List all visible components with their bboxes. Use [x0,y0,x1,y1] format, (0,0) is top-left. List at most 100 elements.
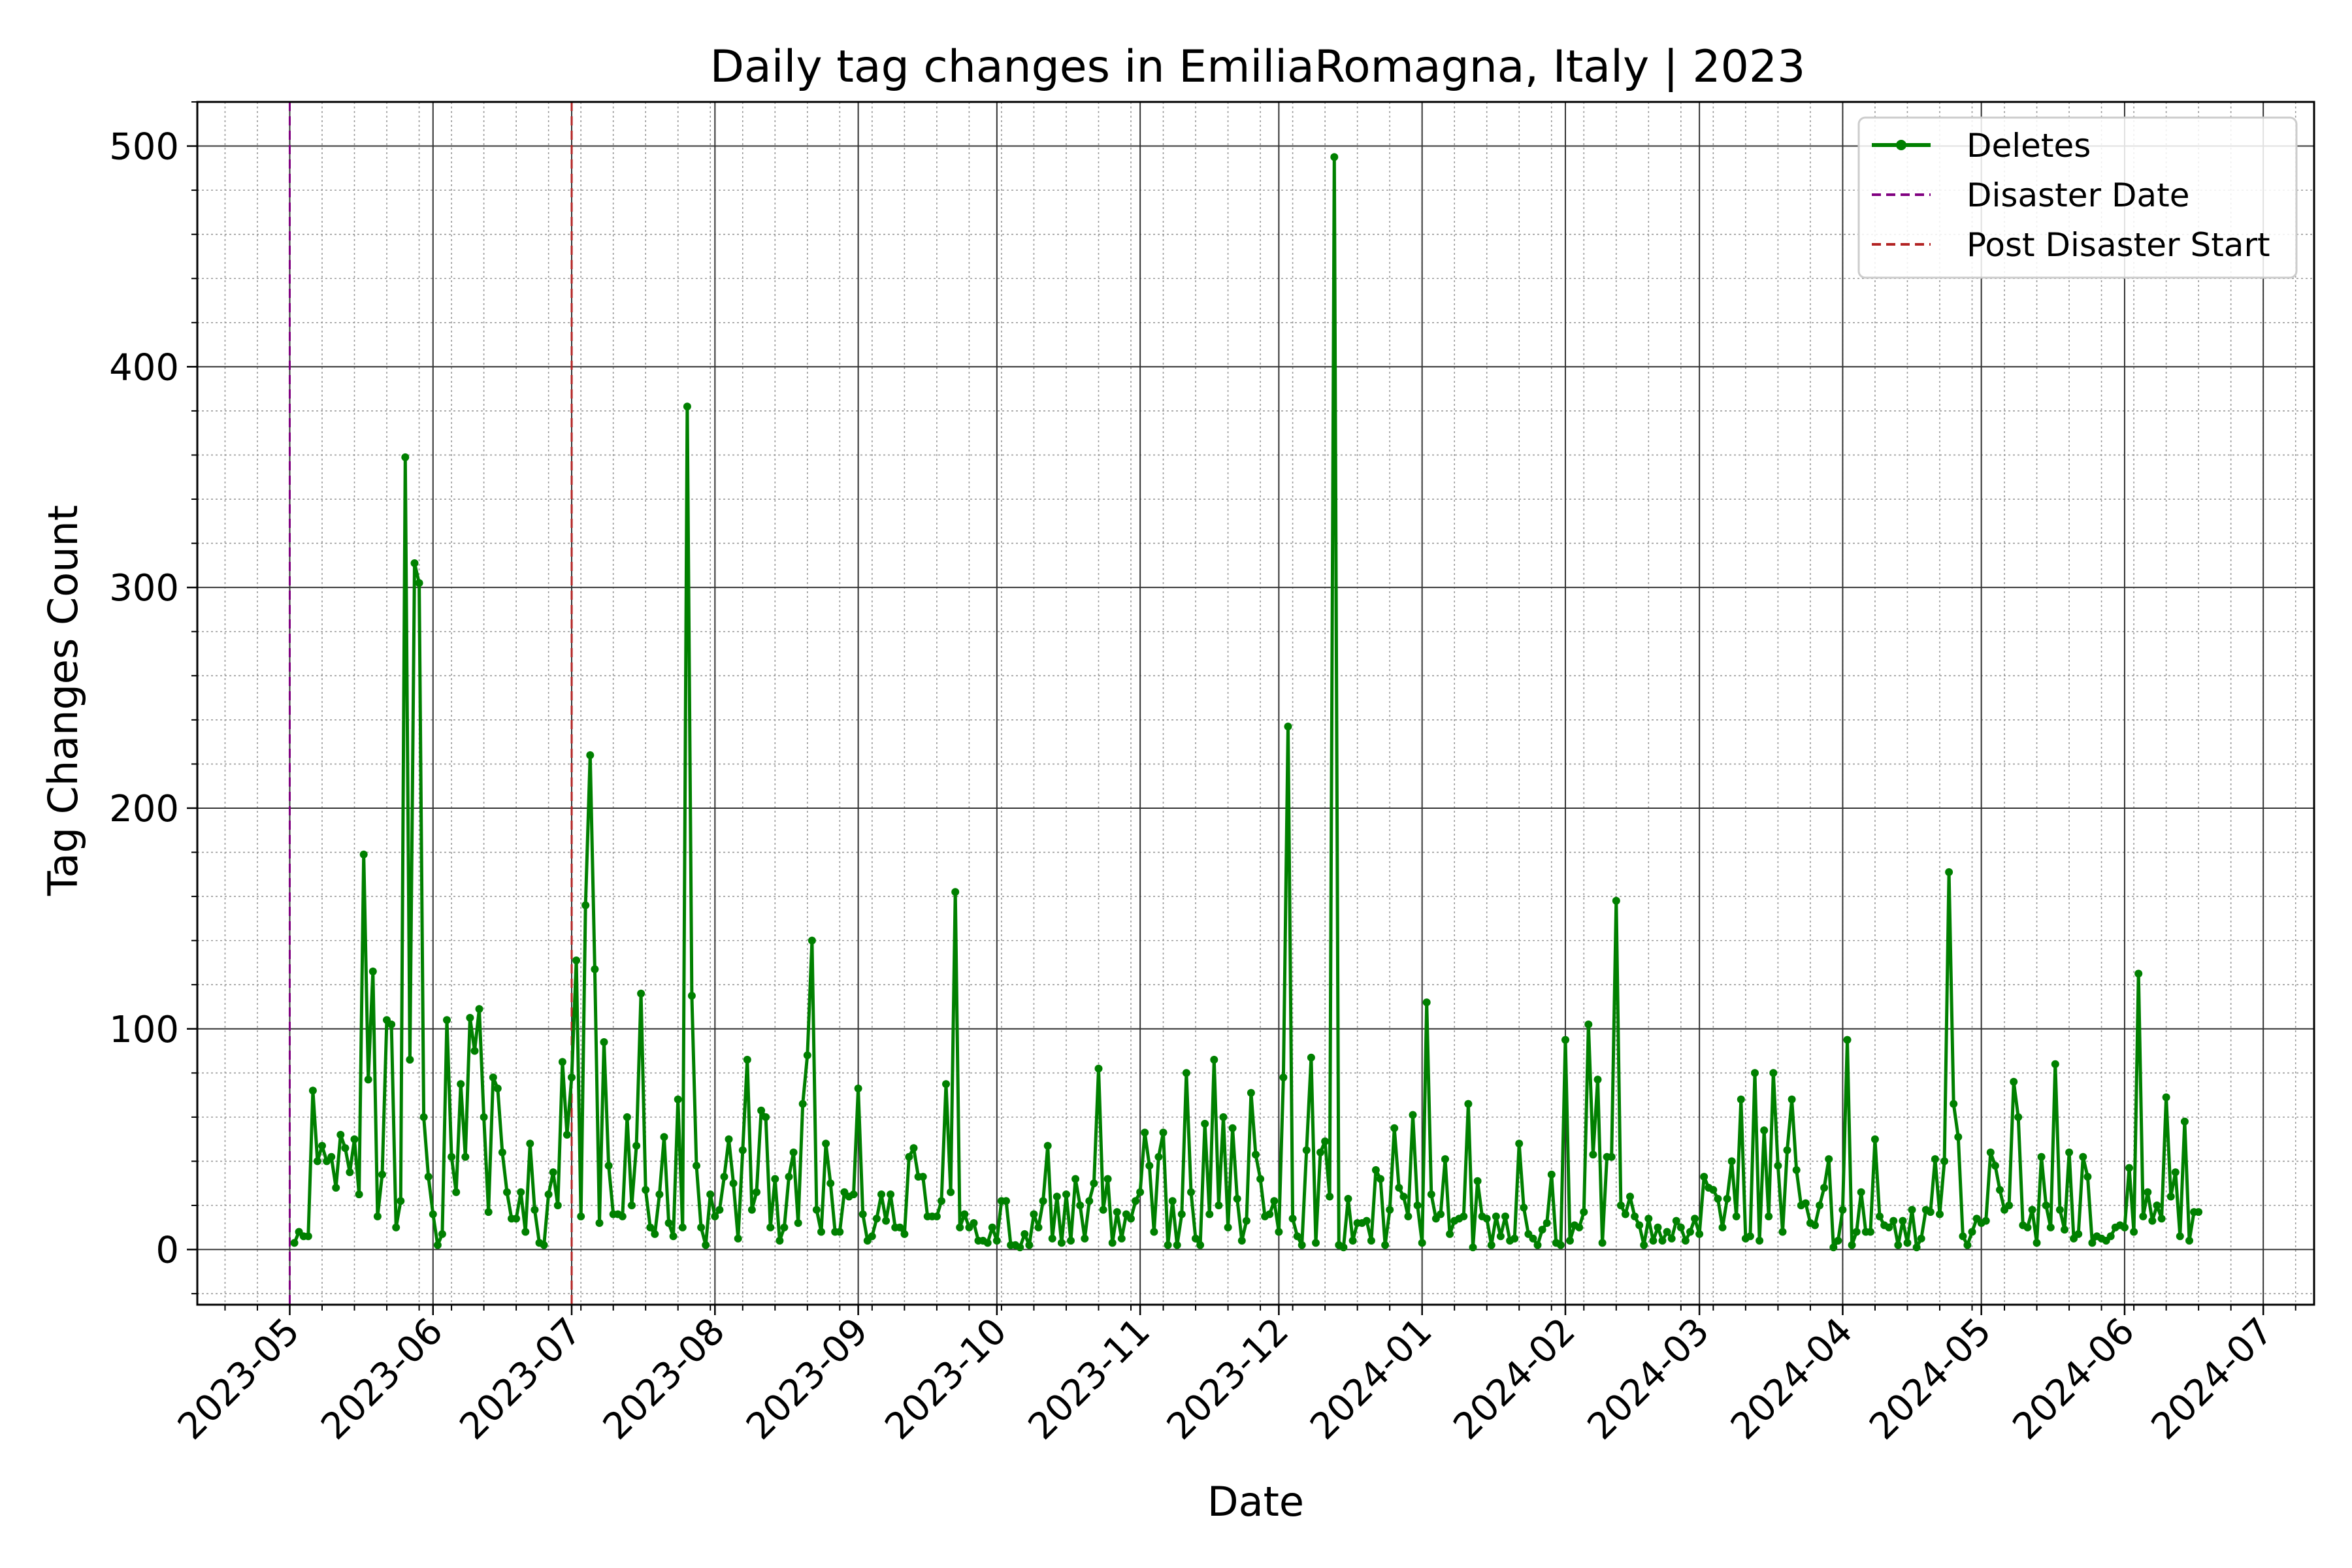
data-point [1908,1205,1916,1214]
data-point [1113,1208,1121,1217]
data-point [1021,1230,1029,1238]
data-point [702,1241,710,1249]
data-point [1663,1228,1671,1236]
data-point [826,1179,835,1188]
legend-label-disaster-date: Disaster Date [1967,176,2189,214]
data-point [812,1205,821,1214]
data-point [549,1168,557,1177]
data-point [868,1232,876,1241]
data-point [2185,1237,2193,1245]
data-point [1090,1179,1098,1188]
data-point [1621,1210,1629,1218]
data-point [438,1230,446,1238]
data-point [1473,1177,1482,1185]
data-point [480,1113,488,1121]
data-point [1996,1186,2004,1194]
data-point [512,1215,521,1223]
data-point [364,1075,372,1084]
data-point [553,1201,562,1209]
data-point [1718,1223,1727,1232]
data-point [355,1190,363,1199]
data-point [1792,1166,1801,1174]
data-point [1132,1197,1140,1205]
data-point [1247,1088,1255,1097]
data-point [2074,1230,2083,1238]
data-point [1002,1197,1010,1205]
data-point [1695,1230,1704,1238]
data-point [1399,1192,1408,1201]
data-point [1427,1190,1435,1199]
data-point [2130,1228,2138,1236]
data-point [1843,1036,1852,1044]
data-point [1266,1210,1274,1218]
y-axis: 0 100 200 300 400 500 [109,101,197,1295]
data-point [1520,1203,1528,1212]
data-point [2010,1077,2018,1086]
data-point [664,1219,673,1227]
data-point [956,1223,964,1232]
data-point [1584,1021,1593,1028]
data-point [651,1230,659,1238]
data-point [397,1197,405,1205]
data-point [992,1237,1001,1245]
data-point [1561,1036,1569,1044]
data-point [1057,1239,1066,1247]
data-point [1386,1205,1394,1214]
data-point [1085,1197,1094,1205]
data-point [1228,1124,1237,1132]
data-point [424,1173,433,1181]
data-point [2065,1148,2074,1156]
data-point [1912,1243,1921,1252]
data-point [2125,1164,2133,1172]
data-point [2051,1060,2059,1068]
data-point [1746,1232,1754,1241]
data-point [540,1241,548,1249]
data-point [1598,1239,1607,1247]
data-point [1631,1212,1639,1220]
data-point [1593,1075,1602,1084]
data-point [1081,1234,1089,1243]
data-point [2180,1117,2189,1126]
data-point [457,1080,465,1088]
data-point [2148,1217,2157,1225]
data-point [858,1210,867,1218]
data-point [1852,1228,1861,1236]
data-point [1529,1234,1537,1243]
x-axis-label: Date [1207,1478,1304,1526]
data-point [2079,1152,2087,1161]
data-point [623,1113,631,1121]
data-point [475,1005,483,1013]
data-point [1482,1215,1491,1223]
data-point [2014,1113,2023,1121]
data-point [1496,1232,1505,1241]
data-point [2083,1173,2092,1181]
data-point [1302,1146,1311,1154]
data-point [970,1219,978,1227]
data-point [1515,1139,1524,1148]
data-point [919,1173,927,1181]
data-point [1395,1184,1403,1192]
data-point [1441,1155,1449,1164]
data-point [877,1190,885,1199]
data-point [1437,1210,1445,1218]
data-point [887,1190,895,1199]
legend-label-post-disaster-start: Post Disaster Start [1967,226,2270,264]
data-point [1150,1228,1158,1236]
data-point [1723,1194,1731,1203]
data-point [1811,1221,1819,1230]
data-point [909,1144,918,1152]
data-point [637,989,645,998]
data-point [448,1152,456,1161]
data-point [646,1223,655,1232]
data-point [1099,1205,1107,1214]
data-point [604,1162,613,1170]
data-point [817,1228,825,1236]
data-point [900,1230,909,1238]
data-point [1177,1210,1186,1218]
data-point [1270,1197,1279,1205]
data-point [1667,1234,1676,1243]
data-point [836,1228,844,1236]
data-point [1307,1053,1315,1062]
data-point [960,1210,969,1218]
data-point [1936,1210,1944,1218]
